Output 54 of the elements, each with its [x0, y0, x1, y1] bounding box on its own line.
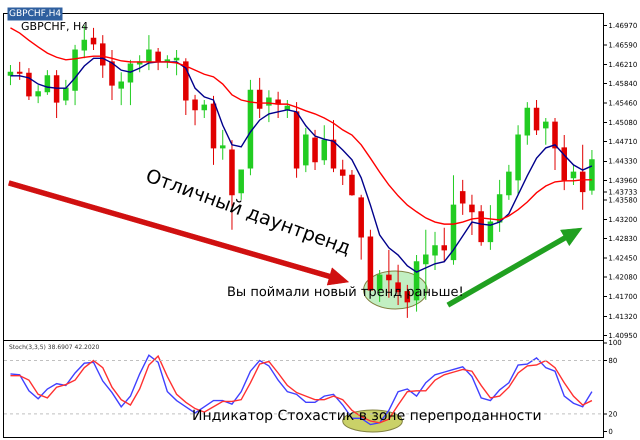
candlestick — [183, 58, 189, 116]
candlestick — [450, 174, 456, 266]
candlestick — [26, 68, 32, 101]
candlestick — [432, 231, 438, 270]
candlestick — [552, 118, 558, 171]
candlestick — [340, 159, 346, 186]
candlestick — [210, 95, 216, 166]
candlestick — [220, 129, 226, 160]
candlestick — [72, 44, 78, 106]
line-series — [10, 58, 593, 273]
candlestick — [118, 72, 124, 106]
candlestick — [174, 50, 180, 76]
candlestick — [202, 100, 208, 119]
candlestick — [109, 50, 115, 101]
candlestick — [312, 129, 318, 171]
candlestick — [561, 134, 567, 191]
candlestick — [496, 179, 502, 232]
candlestick — [570, 164, 576, 186]
candlestick — [524, 102, 530, 146]
candlestick — [238, 170, 244, 200]
candlestick — [488, 204, 494, 250]
candlestick — [146, 34, 152, 71]
candlestick — [275, 91, 281, 119]
candlestick — [192, 94, 198, 126]
candlestick — [128, 59, 134, 106]
candlestick — [543, 118, 549, 146]
candlestick — [16, 61, 22, 80]
candlestick — [256, 77, 262, 119]
candlestick — [358, 194, 364, 260]
candlestick — [506, 164, 512, 200]
candlestick — [54, 70, 60, 119]
candlestick — [303, 127, 309, 173]
candlestick — [44, 70, 50, 96]
candlestick — [322, 124, 328, 166]
candlestick — [580, 144, 586, 210]
candlestick — [330, 120, 336, 173]
candlestick — [90, 27, 96, 51]
candlestick — [589, 149, 595, 196]
candlestick — [515, 124, 521, 196]
text: GBPCHF, H4 — [21, 20, 88, 33]
candlestick — [469, 194, 475, 236]
candlestick — [441, 227, 448, 262]
candlestick — [35, 84, 41, 104]
candlestick — [460, 179, 466, 216]
candlestick — [8, 64, 14, 86]
candlestick — [349, 170, 355, 196]
candlestick — [478, 204, 484, 246]
candlestick — [155, 47, 161, 71]
candlestick — [63, 79, 69, 106]
candlestick — [284, 100, 290, 119]
candlestick — [248, 79, 254, 176]
candlestick — [534, 100, 540, 136]
candlestick — [294, 102, 300, 178]
annotation: GBPCHF,H4 — [9, 9, 62, 19]
